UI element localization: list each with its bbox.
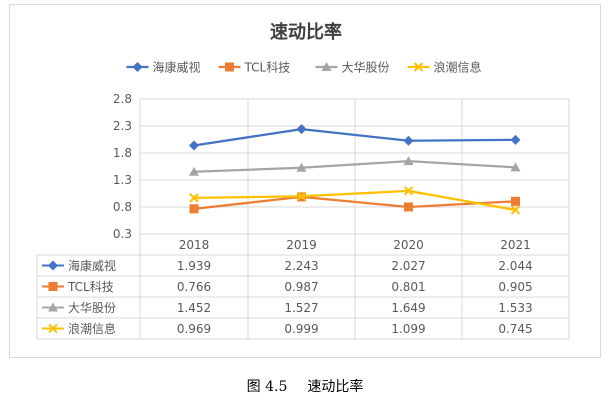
data-point — [511, 196, 520, 206]
y-tick-label: 1.8 — [113, 146, 132, 160]
data-label: 1.533 — [498, 301, 532, 315]
data-point — [510, 205, 521, 215]
table-legend-key-marker — [48, 302, 58, 312]
table-legend-key-marker — [48, 260, 58, 271]
data-label: 1.527 — [284, 301, 318, 315]
data-label: 0.801 — [391, 280, 425, 294]
x-category-label: 2020 — [393, 238, 424, 252]
x-category-label: 2019 — [286, 238, 317, 252]
legend-marker — [413, 62, 424, 72]
data-point — [296, 162, 307, 172]
table-series-name: 大华股份 — [68, 301, 116, 315]
data-label: 0.905 — [498, 280, 532, 294]
data-point — [404, 202, 413, 212]
data-label: 0.987 — [284, 280, 318, 294]
table-legend-key-marker — [48, 323, 58, 334]
table-series-name: 海康威视 — [68, 258, 116, 273]
data-label: 2.243 — [284, 259, 318, 273]
data-label: 0.766 — [177, 280, 211, 294]
y-tick-label: 2.3 — [113, 119, 132, 133]
data-label: 1.452 — [177, 301, 211, 315]
data-point — [189, 140, 199, 151]
data-point — [403, 156, 414, 166]
data-label: 2.044 — [498, 259, 532, 273]
chart-title: 速动比率 — [270, 21, 342, 43]
data-label: 0.969 — [177, 322, 211, 336]
chart-frame: 速动比率 海康威视 TCL科技 大华股份 浪潮信息 2.8 2.3 1.8 1.3 0.8 0.3 2… — [9, 4, 601, 358]
table-series-name: 浪潮信息 — [68, 321, 116, 336]
data-label: 2.027 — [391, 259, 425, 273]
data-point — [403, 135, 414, 146]
data-label: 0.745 — [498, 322, 532, 336]
data-point — [510, 134, 521, 145]
figure-caption: 图 4.5 速动比率 — [0, 376, 610, 396]
legend-label: 海康威视 — [153, 60, 201, 75]
data-point — [296, 124, 307, 135]
legend-item-0: 海康威视 — [126, 60, 201, 75]
legend-label: 大华股份 — [342, 61, 390, 75]
data-label: 1.099 — [391, 322, 425, 336]
legend-item-2: 大华股份 — [315, 61, 390, 75]
x-category-label: 2021 — [500, 238, 531, 252]
table-series-name: TCL科技 — [67, 280, 114, 294]
data-label: 0.999 — [284, 322, 318, 336]
caption-text: 速动比率 — [307, 379, 364, 395]
data-point — [189, 193, 199, 203]
legend-label: TCL科技 — [244, 61, 291, 75]
table-legend-key-marker — [48, 282, 58, 291]
data-label: 1.649 — [391, 301, 425, 315]
data-point — [189, 204, 199, 214]
legend-label: 浪潮信息 — [434, 60, 482, 75]
y-tick-label: 2.8 — [113, 92, 132, 106]
data-point — [189, 166, 199, 176]
series-line-3 — [193, 189, 516, 212]
series-line-1 — [193, 195, 516, 210]
data-label: 1.939 — [177, 259, 211, 273]
data-point — [296, 191, 307, 201]
legend-marker — [225, 62, 234, 72]
data-point — [510, 162, 521, 172]
y-tick-label: 1.3 — [113, 173, 132, 187]
legend-marker — [132, 62, 143, 72]
x-category-label: 2018 — [179, 238, 210, 252]
y-tick-label: 0.3 — [113, 227, 132, 241]
legend-item-3: 浪潮信息 — [407, 60, 482, 75]
data-point — [403, 186, 414, 196]
series-line-2 — [193, 160, 516, 173]
legend-marker — [321, 62, 332, 71]
y-tick-label: 0.8 — [113, 200, 132, 214]
series-line-0 — [193, 127, 516, 147]
caption-figure-number: 图 4.5 — [246, 379, 288, 395]
legend-item-1: TCL科技 — [218, 61, 291, 75]
